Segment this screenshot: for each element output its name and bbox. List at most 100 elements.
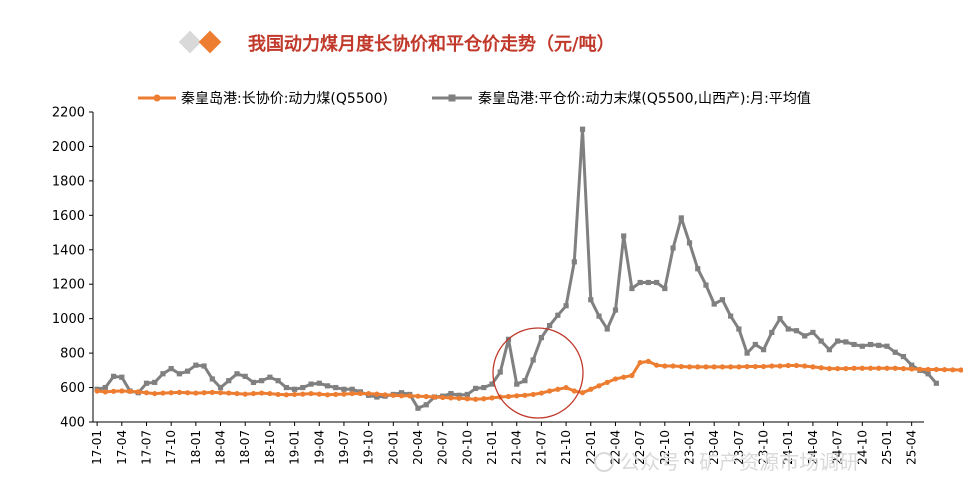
data-point-spot (810, 329, 816, 336)
data-point-spot (152, 379, 158, 385)
data-point-contract (275, 391, 281, 398)
data-point-spot (538, 335, 545, 341)
legend-marker-contract (153, 94, 161, 102)
data-point-contract (333, 391, 339, 398)
data-point-spot (349, 386, 355, 392)
data-point-contract (596, 383, 602, 389)
data-point-spot (143, 380, 150, 386)
data-point-contract (357, 390, 364, 397)
data-point-spot (398, 390, 405, 396)
data-point-contract (736, 364, 742, 370)
x-tick-label: 17-10 (164, 430, 178, 465)
data-point-spot (909, 362, 915, 368)
data-point-spot (464, 391, 470, 398)
data-point-spot (193, 362, 199, 368)
data-point-contract (382, 392, 388, 398)
data-point-spot (283, 384, 289, 391)
data-point-contract (958, 367, 963, 373)
data-point-spot (760, 347, 767, 353)
data-point-spot (259, 378, 265, 384)
data-point-contract (259, 390, 265, 396)
data-point-spot (522, 378, 528, 384)
data-point-spot (563, 303, 569, 309)
title-icon-diamond-dark (198, 30, 222, 54)
data-point-spot (695, 266, 701, 272)
data-point-contract (168, 390, 174, 396)
data-point-contract (152, 390, 158, 397)
data-point-contract (933, 366, 939, 373)
data-point-contract (176, 389, 182, 395)
data-point-contract (645, 358, 651, 364)
data-point-spot (201, 363, 207, 369)
data-point-contract (407, 393, 413, 399)
data-point-spot (612, 307, 619, 313)
y-tick-label: 1600 (52, 209, 85, 224)
data-point-contract (950, 367, 956, 373)
data-point-spot (275, 378, 281, 384)
x-tick-label: 20-01 (386, 430, 400, 465)
data-point-contract (760, 363, 767, 370)
watermark-logo-icon (594, 452, 614, 472)
data-point-contract (777, 363, 783, 369)
data-point-contract (695, 364, 701, 370)
data-point-spot (793, 328, 800, 334)
data-point-spot (234, 371, 240, 377)
legend-label-contract: 秦皇岛港:长协价:动力煤(Q5500) (181, 91, 388, 107)
x-tick-label: 25-04 (905, 430, 919, 465)
x-tick-label: 22-01 (584, 430, 598, 465)
data-point-contract (555, 386, 561, 392)
watermark: 公众号 · 矿产资源市场调研 (594, 450, 859, 474)
data-point-spot (291, 386, 298, 392)
data-point-spot (209, 376, 215, 382)
data-point-contract (752, 363, 758, 370)
chart-title: 我国动力煤月度长协价和平仓价走势（元/吨） (248, 33, 615, 55)
data-point-contract (653, 362, 660, 368)
data-point-spot (176, 371, 182, 377)
y-ticks: 400 600 800 1000 1200 1400 1600 1800 2000 2200 (52, 106, 93, 431)
x-tick-label: 19-04 (312, 430, 326, 465)
data-point-contract (662, 363, 668, 369)
data-point-spot (802, 333, 808, 339)
data-point-contract (769, 363, 775, 369)
data-point-spot (736, 326, 742, 332)
data-point-contract (876, 365, 882, 371)
data-point-spot (415, 405, 421, 411)
data-point-spot (456, 392, 462, 398)
data-point-contract (341, 391, 347, 397)
data-point-contract (127, 388, 133, 394)
data-point-contract (456, 395, 462, 401)
data-point-spot (826, 347, 832, 353)
legend: 秦皇岛港:长协价:动力煤(Q5500) 秦皇岛港:平仓价:动力末煤(Q5500,… (138, 91, 811, 107)
data-point-spot (843, 339, 849, 345)
data-point-contract (267, 390, 273, 397)
data-point-spot (308, 381, 314, 387)
legend-marker-spot (448, 94, 456, 102)
data-point-contract (119, 388, 125, 394)
data-point-spot (316, 380, 322, 386)
data-point-contract (316, 391, 322, 397)
data-point-spot (472, 385, 479, 392)
data-point-contract (505, 393, 512, 400)
data-point-spot (785, 326, 791, 332)
data-point-contract (563, 384, 569, 391)
data-point-spot (571, 259, 577, 265)
x-tick-label: 20-10 (460, 430, 474, 465)
data-point-spot (933, 380, 939, 386)
data-point-contract (390, 392, 396, 398)
data-point-contract (374, 391, 380, 397)
y-tick-label: 1200 (52, 278, 85, 293)
data-point-spot (703, 282, 709, 288)
data-point-contract (448, 395, 454, 401)
data-point-contract (530, 391, 536, 398)
data-point-contract (810, 364, 816, 370)
x-tick-label: 21-07 (534, 430, 548, 465)
x-tick-label: 21-04 (510, 430, 524, 465)
data-point-spot (925, 371, 931, 377)
y-tick-label: 1400 (52, 243, 85, 258)
data-point-contract (719, 364, 726, 370)
data-point-contract (867, 365, 874, 371)
x-tick-label: 24-07 (831, 430, 845, 465)
data-point-contract (802, 363, 808, 369)
data-point-contract (481, 396, 487, 402)
